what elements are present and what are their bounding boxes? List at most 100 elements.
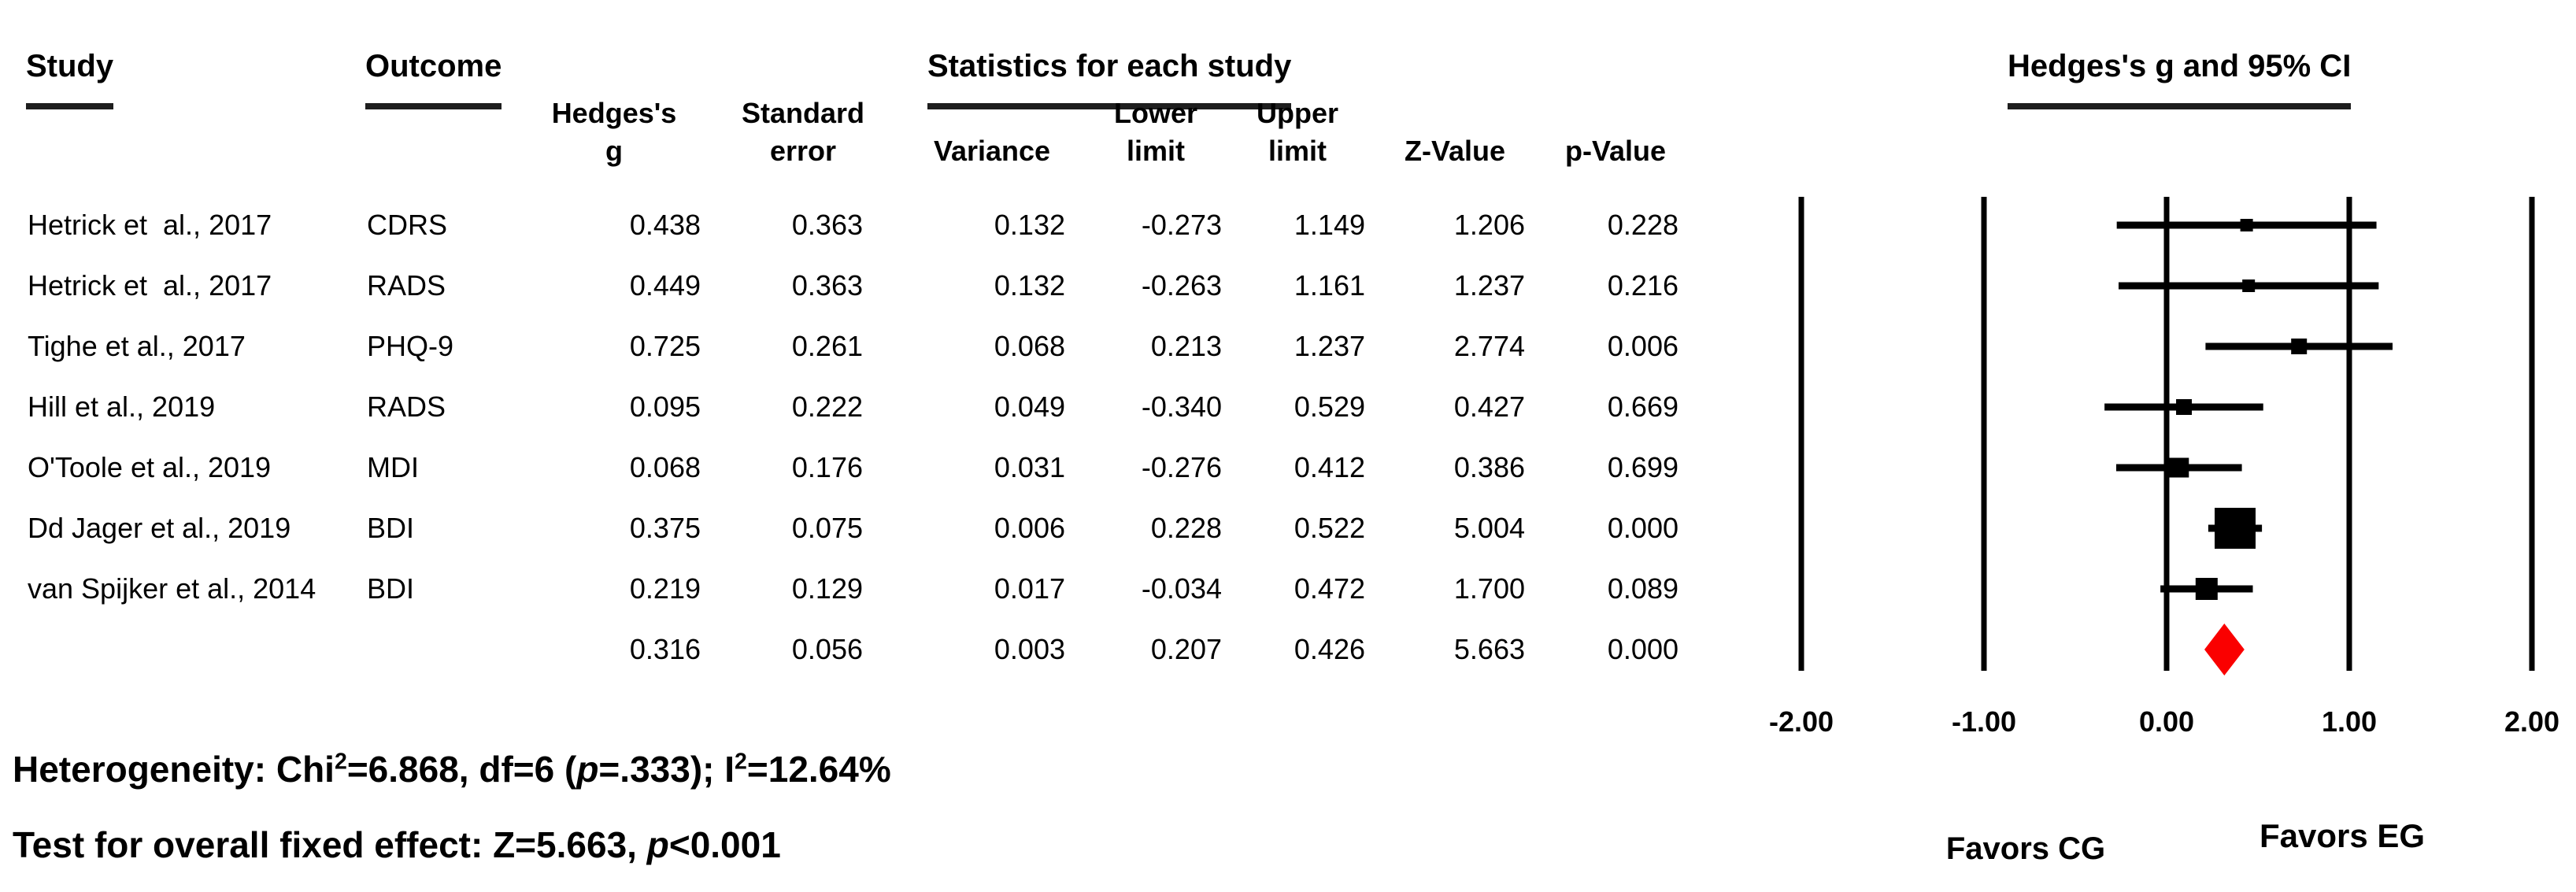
footer-text-segment: <0.001	[668, 824, 781, 865]
cell-study: van Spijker et al., 2014	[28, 572, 316, 605]
statistics-group-header: Statistics for each study	[927, 49, 1292, 109]
outcome-group-header: Outcome	[365, 49, 502, 109]
cell-p: 0.006	[1607, 330, 1678, 362]
table-row: O'Toole et al., 2019 MDI 0.068 0.176 0.031 -0…	[0, 446, 1732, 489]
cell-outcome: MDI	[367, 451, 419, 483]
effect-marker	[2242, 279, 2256, 292]
cell-upper: 0.529	[1294, 390, 1365, 423]
cell-se: 0.363	[791, 209, 863, 241]
cell-study: Hetrick et al., 2017	[28, 269, 272, 302]
cell-z: 0.427	[1453, 390, 1525, 423]
axis-tick-label: -1.00	[1952, 705, 2016, 738]
cell-lower: 0.207	[1150, 633, 1222, 665]
table-row: Hill et al., 2019 RADS 0.095 0.222 0.049 -0.3…	[0, 386, 1732, 428]
column-header: Standard error	[741, 96, 865, 168]
cell-upper: 1.161	[1294, 269, 1365, 302]
cell-z: 1.700	[1453, 572, 1525, 605]
cell-upper: 0.522	[1294, 512, 1365, 544]
column-header: Variance	[933, 135, 1051, 168]
cell-se: 0.075	[791, 512, 863, 544]
cell-outcome: CDRS	[367, 209, 448, 241]
footer-text-segment: =12.64%	[746, 749, 891, 790]
study-group-header: Study	[26, 49, 114, 109]
cell-var: 0.017	[994, 572, 1065, 605]
axis-tick-label: 1.00	[2322, 705, 2377, 738]
summary-row: 0.316 0.056 0.003 0.207 0.426 5.663 0.000	[0, 628, 1732, 671]
summary-diamond	[2204, 624, 2245, 675]
cell-outcome: BDI	[367, 572, 415, 605]
cell-study: Hill et al., 2019	[28, 390, 216, 423]
table-row: Dd Jager et al., 2019 BDI 0.375 0.075 0.006 0…	[0, 507, 1732, 550]
effect-marker	[2176, 399, 2193, 415]
cell-g: 0.219	[629, 572, 701, 605]
axis-tick-label: 0.00	[2139, 705, 2194, 738]
table-row: Hetrick et al., 2017 CDRS 0.438 0.363 0.132 -…	[0, 204, 1732, 246]
effect-marker	[2169, 457, 2189, 478]
cell-g: 0.095	[629, 390, 701, 423]
table-row: Tighe et al., 2017 PHQ-9 0.725 0.261 0.068 0.…	[0, 325, 1732, 368]
favors-eg-label: Favors EG	[2259, 817, 2426, 854]
cell-z: 2.774	[1453, 330, 1525, 362]
cell-p: 0.000	[1607, 512, 1678, 544]
cell-var: 0.132	[994, 209, 1065, 241]
axis-tick-label: 2.00	[2504, 705, 2559, 738]
effect-marker	[2240, 219, 2253, 231]
cell-g: 0.438	[629, 209, 701, 241]
cell-se: 0.363	[791, 269, 863, 302]
cell-p: 0.228	[1607, 209, 1678, 241]
cell-z: 1.237	[1453, 269, 1525, 302]
footer-text-segment: 2	[334, 749, 347, 775]
column-header: p-Value	[1564, 135, 1667, 168]
cell-lower: -0.034	[1141, 572, 1222, 605]
footer-text-segment: Heterogeneity: Chi	[13, 749, 335, 790]
table-row: van Spijker et al., 2014 BDI 0.219 0.129 0.0…	[0, 568, 1732, 610]
cell-g: 0.068	[629, 451, 701, 483]
favors-cg-label: Favors CG	[1945, 831, 2106, 866]
footer-text-segment: 2	[735, 749, 747, 775]
footer-text-segment: p	[576, 749, 599, 790]
cell-se: 0.261	[791, 330, 863, 362]
cell-g: 0.449	[629, 269, 701, 302]
cell-study: Dd Jager et al., 2019	[28, 512, 291, 544]
cell-z: 0.386	[1453, 451, 1525, 483]
effect-marker	[2195, 578, 2218, 600]
cell-z: 5.663	[1453, 633, 1525, 665]
cell-lower: -0.340	[1141, 390, 1222, 423]
cell-lower: -0.276	[1141, 451, 1222, 483]
table-row: Hetrick et al., 2017 RADS 0.449 0.363 0.132 -…	[0, 265, 1732, 307]
cell-g: 0.725	[629, 330, 701, 362]
cell-outcome: RADS	[367, 390, 446, 423]
cell-outcome: RADS	[367, 269, 446, 302]
cell-upper: 0.472	[1294, 572, 1365, 605]
column-header: Upper limit	[1256, 96, 1338, 168]
cell-p: 0.669	[1607, 390, 1678, 423]
overall-effect-text: Test for overall fixed effect: Z=5.663, …	[13, 824, 781, 866]
axis-tick-label: -2.00	[1769, 705, 1834, 738]
footer-text-segment: Test for overall fixed effect: Z=5.663,	[13, 824, 647, 865]
cell-z: 5.004	[1453, 512, 1525, 544]
cell-var: 0.003	[994, 633, 1065, 665]
cell-var: 0.132	[994, 269, 1065, 302]
cell-upper: 0.426	[1294, 633, 1365, 665]
cell-p: 0.699	[1607, 451, 1678, 483]
cell-lower: -0.263	[1141, 269, 1222, 302]
effect-marker	[2291, 339, 2308, 354]
cell-lower: 0.213	[1150, 330, 1222, 362]
cell-p: 0.000	[1607, 633, 1678, 665]
cell-var: 0.006	[994, 512, 1065, 544]
cell-se: 0.176	[791, 451, 863, 483]
cell-se: 0.222	[791, 390, 863, 423]
plot-group-header: Hedges's g and 95% CI	[2008, 49, 2352, 109]
cell-upper: 1.149	[1294, 209, 1365, 241]
cell-study: Tighe et al., 2017	[28, 330, 246, 362]
cell-lower: 0.228	[1150, 512, 1222, 544]
column-header: Z-Value	[1404, 135, 1506, 168]
cell-upper: 0.412	[1294, 451, 1365, 483]
cell-var: 0.068	[994, 330, 1065, 362]
forest-plot: -2.00 -1.00 0.00 1.00 2.00	[1769, 197, 2559, 738]
cell-study: O'Toole et al., 2019	[28, 451, 272, 483]
footer-text-segment: =6.868, df=6 (	[346, 749, 577, 790]
cell-upper: 1.237	[1294, 330, 1365, 362]
cell-var: 0.049	[994, 390, 1065, 423]
